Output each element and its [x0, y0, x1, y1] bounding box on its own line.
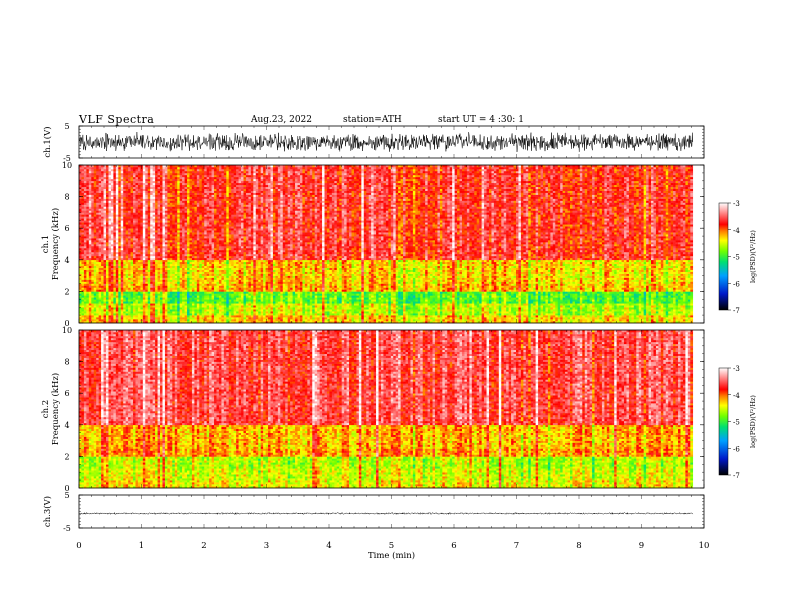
- y-tick-label-3-1: -5: [63, 524, 71, 533]
- colorbar-tick-label-1-4: -7: [733, 307, 740, 315]
- spectrogram-cells-1: [79, 165, 693, 323]
- x-tick-label-2: 2: [201, 541, 206, 551]
- x-tick-label-5: 5: [389, 541, 394, 551]
- chart-layer: 5 -5 ch.1(V) -3 -4 -5 -6 -7 log(PSD)(V²/Hz) 0 2 4 6 8…: [41, 122, 757, 561]
- x-tick-label-7: 7: [514, 541, 519, 551]
- colorbar-label-2: log(PSD)(V²/Hz): [749, 395, 757, 448]
- panel-frame-3: [79, 495, 704, 528]
- spectrogram-cells-2: [79, 330, 693, 488]
- colorbar-tick-label-2-3: -6: [733, 445, 740, 453]
- y-tick-label-3-0: 5: [64, 491, 69, 500]
- channel-label-2: ch.2: [41, 400, 51, 418]
- y-tick-label-1-5: 10: [62, 161, 72, 170]
- colorbar-tick-label-1-3: -6: [733, 280, 740, 288]
- x-tick-label-10: 10: [699, 541, 710, 551]
- colorbar-tick-label-1-0: -3: [733, 200, 740, 208]
- colorbar-label-1: log(PSD)(V²/Hz): [749, 230, 757, 283]
- x-tick-label-0: 0: [76, 541, 81, 551]
- y-tick-label-2-1: 2: [64, 452, 69, 461]
- colorbar-tick-label-2-2: -5: [733, 419, 740, 427]
- waveform-trace-3: [79, 513, 693, 515]
- y-tick-label-1-3: 6: [64, 224, 69, 233]
- y-axis-label-2: Frequency (kHz): [50, 373, 61, 445]
- channel-label-1: ch.1: [41, 235, 51, 253]
- x-axis-label: Time (min): [368, 550, 415, 561]
- colorbar-tick-label-1-2: -5: [733, 254, 740, 262]
- x-tick-label-4: 4: [326, 541, 331, 551]
- y-axis-label-3: ch.3(V): [42, 496, 53, 527]
- y-tick-label-1-1: 2: [64, 287, 69, 296]
- y-tick-label-1-2: 4: [64, 256, 69, 265]
- colorbar-tick-label-2-0: -3: [733, 365, 740, 373]
- y-tick-label-0-0: 5: [64, 122, 69, 131]
- waveform-trace-0: [79, 132, 693, 152]
- y-tick-label-2-5: 10: [62, 326, 72, 335]
- y-axis-label-0: ch.1(V): [42, 126, 53, 157]
- y-axis-label-1: Frequency (kHz): [50, 208, 61, 280]
- y-tick-label-2-2: 4: [64, 421, 69, 430]
- x-tick-label-8: 8: [576, 541, 581, 551]
- x-tick-label-3: 3: [264, 541, 269, 551]
- x-tick-label-6: 6: [451, 541, 456, 551]
- colorbar-tick-label-2-1: -4: [733, 392, 740, 400]
- colorbar-2: [719, 368, 728, 475]
- colorbar-tick-label-2-4: -7: [733, 472, 740, 480]
- x-tick-label-9: 9: [639, 541, 644, 551]
- colorbar-tick-label-1-1: -4: [733, 227, 740, 235]
- x-tick-label-1: 1: [139, 541, 144, 551]
- y-tick-label-1-4: 8: [64, 193, 69, 202]
- colorbar-1: [719, 203, 728, 310]
- y-tick-label-2-4: 8: [64, 358, 69, 367]
- y-tick-label-2-3: 6: [64, 389, 69, 398]
